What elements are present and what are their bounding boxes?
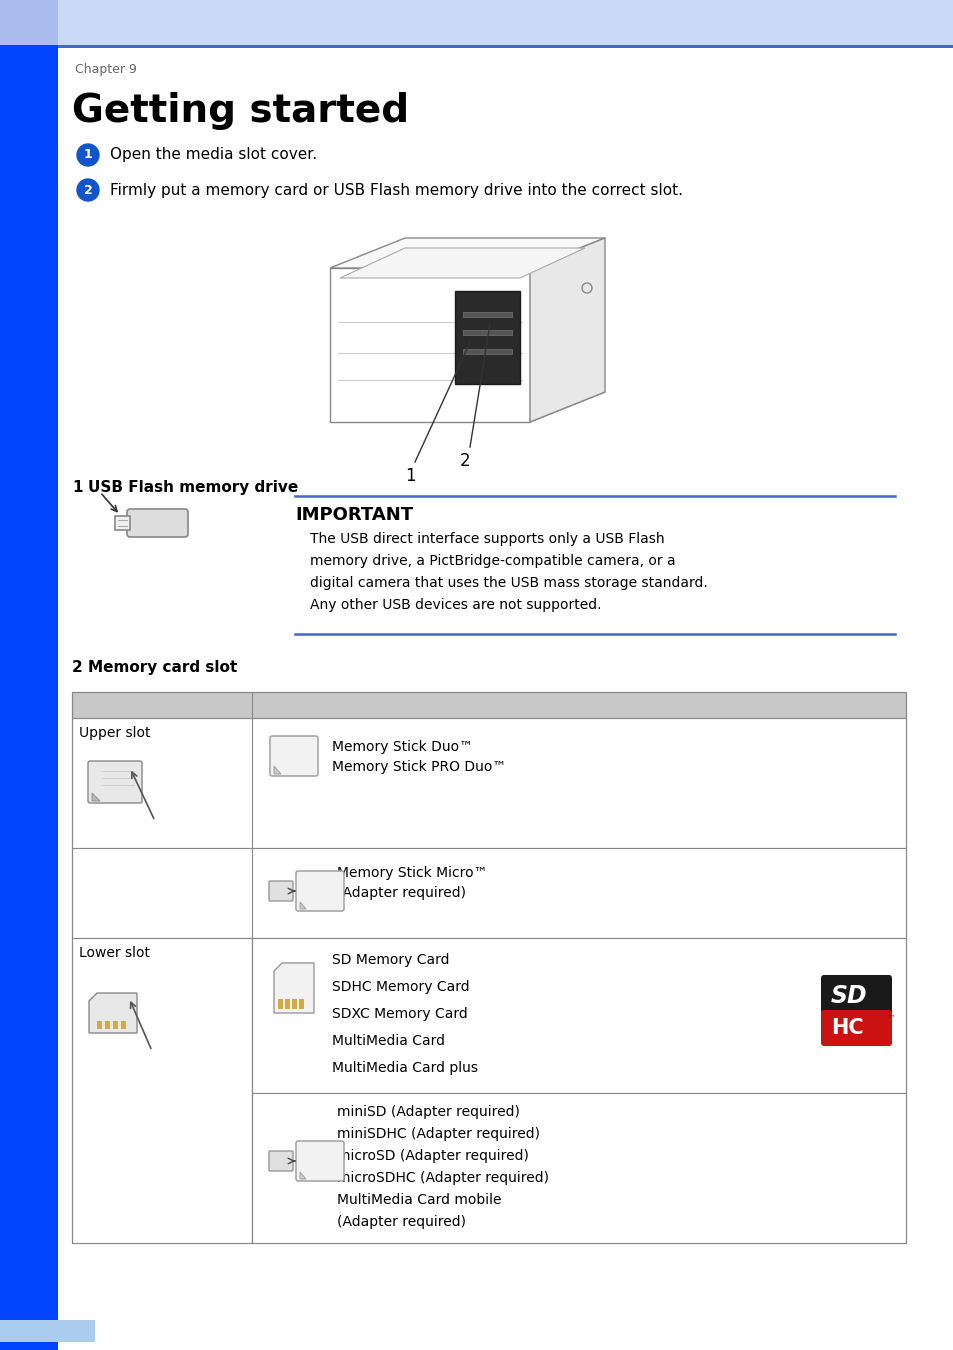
Polygon shape: [274, 765, 281, 774]
Text: Upper slot: Upper slot: [79, 726, 151, 740]
Circle shape: [77, 144, 99, 166]
Text: SD Memory Card: SD Memory Card: [332, 953, 449, 967]
Text: Memory card slot: Memory card slot: [88, 660, 237, 675]
Text: Slot: Slot: [79, 698, 110, 711]
Text: microSD (Adapter required): microSD (Adapter required): [336, 1149, 528, 1162]
Text: ™: ™: [886, 1014, 895, 1023]
Bar: [0, 1320, 95, 1342]
Text: 2: 2: [84, 184, 92, 197]
Text: Memory Stick Duo™: Memory Stick Duo™: [332, 740, 473, 755]
Bar: [112, 1021, 118, 1029]
Polygon shape: [330, 238, 604, 269]
Text: Memory Stick PRO Duo™: Memory Stick PRO Duo™: [332, 760, 506, 774]
Text: Memory Stick Micro™: Memory Stick Micro™: [336, 865, 487, 880]
Bar: [462, 312, 512, 316]
Bar: [115, 516, 130, 531]
Text: Open the media slot cover.: Open the media slot cover.: [110, 147, 316, 162]
Text: Firmly put a memory card or USB Flash memory drive into the correct slot.: Firmly put a memory card or USB Flash me…: [110, 182, 682, 197]
Bar: [71, 938, 252, 1243]
Bar: [97, 1021, 102, 1029]
Text: 1: 1: [84, 148, 92, 162]
Polygon shape: [330, 392, 604, 423]
Bar: [121, 1021, 126, 1029]
Text: Any other USB devices are not supported.: Any other USB devices are not supported.: [310, 598, 601, 612]
Text: MultiMedia Card plus: MultiMedia Card plus: [332, 1061, 477, 1075]
Text: SDHC Memory Card: SDHC Memory Card: [332, 980, 469, 994]
Bar: [71, 718, 905, 848]
Text: microSDHC (Adapter required): microSDHC (Adapter required): [336, 1170, 548, 1185]
Text: miniSD (Adapter required): miniSD (Adapter required): [336, 1106, 519, 1119]
Text: 2: 2: [71, 660, 83, 675]
Polygon shape: [530, 238, 604, 423]
FancyBboxPatch shape: [821, 1010, 891, 1046]
FancyBboxPatch shape: [269, 882, 293, 900]
Bar: [462, 331, 512, 335]
FancyBboxPatch shape: [88, 761, 142, 803]
Bar: [105, 1021, 110, 1029]
Polygon shape: [330, 269, 530, 423]
Text: MultiMedia Card: MultiMedia Card: [332, 1034, 444, 1048]
Bar: [71, 693, 905, 1243]
Bar: [58, 45, 953, 47]
FancyBboxPatch shape: [127, 509, 188, 537]
Text: USB Flash memory drive: USB Flash memory drive: [88, 481, 298, 495]
Text: digital camera that uses the USB mass storage standard.: digital camera that uses the USB mass st…: [310, 576, 707, 590]
FancyBboxPatch shape: [821, 975, 891, 1017]
Bar: [455, 292, 519, 385]
Bar: [298, 999, 304, 1008]
Bar: [277, 999, 283, 1008]
Text: 1: 1: [404, 467, 415, 485]
Bar: [0, 0, 953, 45]
FancyBboxPatch shape: [295, 871, 344, 911]
Text: The USB direct interface supports only a USB Flash: The USB direct interface supports only a…: [310, 532, 664, 545]
Text: Chapter 9: Chapter 9: [75, 63, 136, 76]
Text: IMPORTANT: IMPORTANT: [294, 506, 413, 524]
Bar: [292, 999, 296, 1008]
Polygon shape: [91, 792, 100, 801]
Text: SD: SD: [830, 984, 866, 1008]
Text: Compatible memory cards: Compatible memory cards: [258, 698, 464, 711]
Text: miniSDHC (Adapter required): miniSDHC (Adapter required): [336, 1127, 539, 1141]
Text: HC: HC: [830, 1018, 862, 1038]
Bar: [285, 999, 290, 1008]
Text: 1: 1: [71, 481, 82, 495]
Text: (Adapter required): (Adapter required): [336, 886, 465, 900]
FancyBboxPatch shape: [269, 1152, 293, 1170]
Bar: [71, 693, 905, 718]
Text: memory drive, a PictBridge-compatible camera, or a: memory drive, a PictBridge-compatible ca…: [310, 554, 675, 568]
Circle shape: [77, 180, 99, 201]
Text: Getting started: Getting started: [71, 92, 409, 130]
Bar: [252, 938, 905, 1094]
Text: MultiMedia Card mobile: MultiMedia Card mobile: [336, 1193, 501, 1207]
Bar: [252, 1094, 905, 1243]
FancyBboxPatch shape: [295, 1141, 344, 1181]
FancyBboxPatch shape: [270, 736, 317, 776]
Bar: [462, 348, 512, 354]
Polygon shape: [299, 1172, 306, 1179]
Bar: [0, 0, 58, 1350]
Text: Lower slot: Lower slot: [79, 946, 150, 960]
Text: SDXC Memory Card: SDXC Memory Card: [332, 1007, 467, 1021]
Text: 78: 78: [71, 1324, 91, 1338]
Polygon shape: [89, 994, 137, 1033]
Polygon shape: [339, 248, 584, 278]
Bar: [0, 0, 58, 45]
Polygon shape: [274, 963, 314, 1012]
Polygon shape: [299, 902, 306, 909]
Bar: [71, 848, 905, 938]
Text: 2: 2: [459, 452, 470, 470]
Text: (Adapter required): (Adapter required): [336, 1215, 465, 1228]
